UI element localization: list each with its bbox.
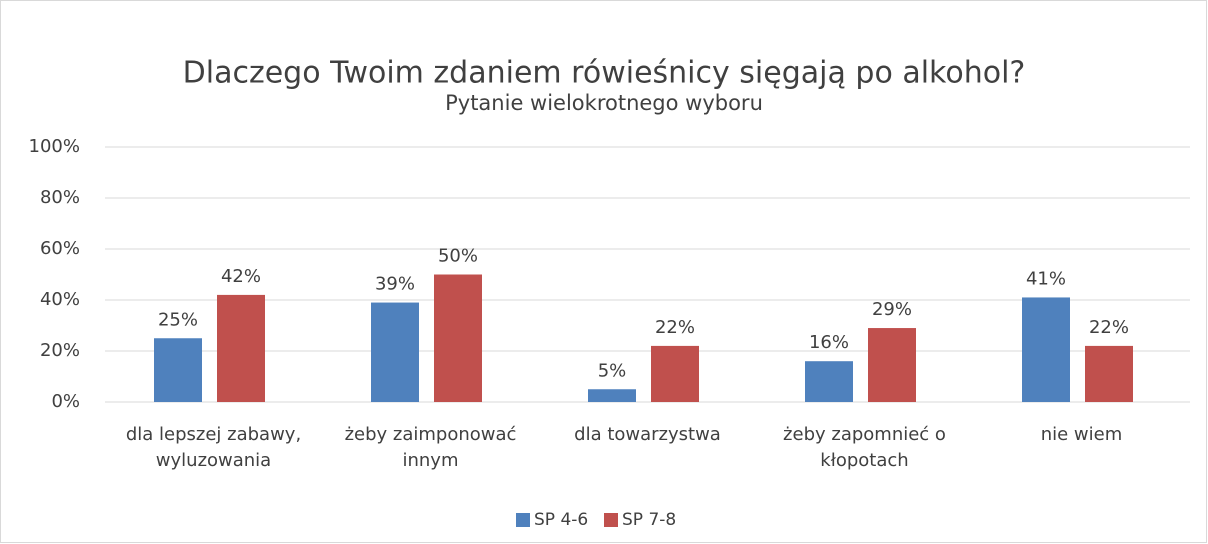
y-tick-label: 80% xyxy=(40,187,80,208)
chart-subtitle: Pytanie wielokrotnego wyboru xyxy=(445,91,763,115)
x-tick-label: żeby zapomnieć o kłopotach xyxy=(783,424,946,471)
bar xyxy=(154,338,202,402)
data-label: 25% xyxy=(158,309,198,330)
legend-label: SP 7-8 xyxy=(622,510,676,530)
y-tick-label: 0% xyxy=(51,391,80,412)
data-label: 39% xyxy=(375,274,415,295)
bar xyxy=(371,302,419,402)
bar xyxy=(588,389,636,402)
data-label: 50% xyxy=(438,246,478,267)
legend-swatch xyxy=(516,513,530,527)
y-tick-label: 100% xyxy=(29,136,80,157)
bar xyxy=(1022,297,1070,402)
x-tick-label: dla towarzystwa xyxy=(574,424,721,445)
y-tick-label: 20% xyxy=(40,340,80,361)
bar xyxy=(868,328,916,402)
data-label: 29% xyxy=(872,299,912,320)
y-tick-label: 40% xyxy=(40,289,80,310)
x-tick-label: nie wiem xyxy=(1040,424,1123,445)
bar xyxy=(434,274,482,402)
bar xyxy=(651,345,699,402)
data-label: 16% xyxy=(809,332,849,353)
data-label: 22% xyxy=(655,317,695,338)
data-label: 22% xyxy=(1089,317,1129,338)
bar xyxy=(217,294,265,402)
bar xyxy=(1085,345,1133,402)
x-tick-label: dla lepszej zabawy, wyluzowania xyxy=(125,424,302,471)
y-tick-label: 60% xyxy=(40,238,80,259)
legend-label: SP 4-6 xyxy=(534,510,588,530)
data-label: 41% xyxy=(1026,268,1066,289)
data-label: 42% xyxy=(221,266,261,287)
data-label: 5% xyxy=(598,360,627,381)
legend-swatch xyxy=(604,513,618,527)
chart-title: Dlaczego Twoim zdaniem rówieśnicy sięgaj… xyxy=(183,56,1026,91)
x-tick-label: żeby zaimponować innym xyxy=(344,424,517,471)
bar xyxy=(805,361,853,402)
